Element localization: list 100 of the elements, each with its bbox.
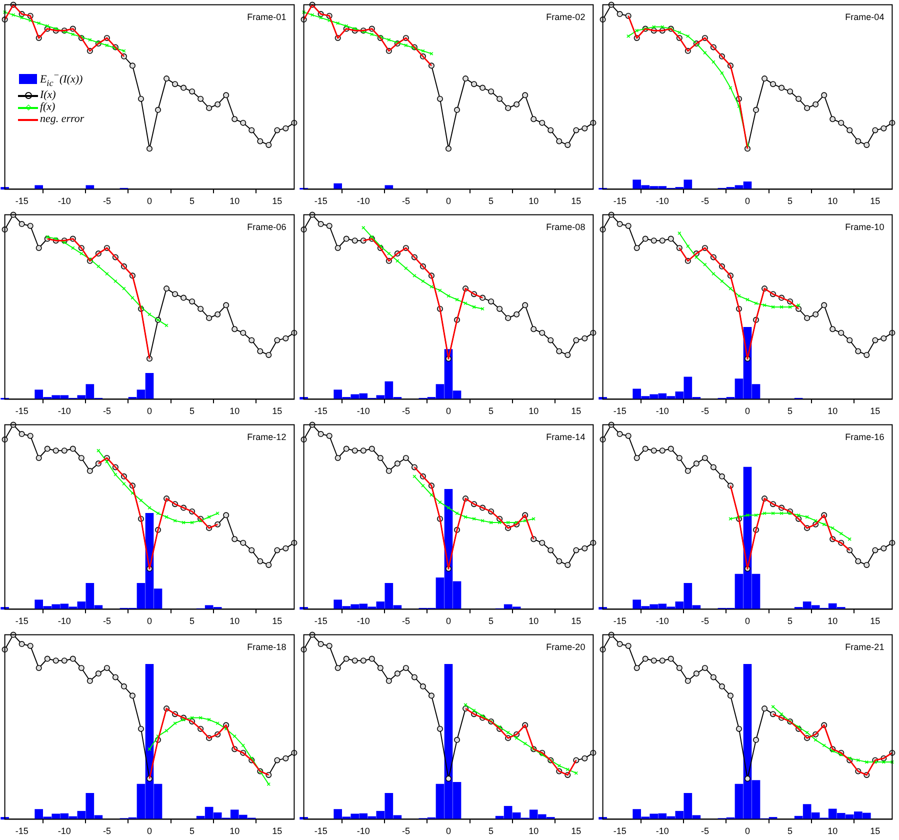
x-tick-label: 15 xyxy=(870,196,880,206)
x-tick-label: -10 xyxy=(58,616,71,626)
x-tick-label: 10 xyxy=(828,616,838,626)
x-tick-label: -10 xyxy=(58,826,71,836)
x-tick-label: -15 xyxy=(314,406,328,416)
x-tick-label: -15 xyxy=(15,826,28,836)
x-tick-label: -5 xyxy=(700,826,709,836)
x-tick-label: 10 xyxy=(230,196,240,206)
legend-label: I(x) xyxy=(40,89,56,102)
x-tick-label: 15 xyxy=(571,826,582,836)
x-tick-label: 0 xyxy=(744,826,750,836)
x-tick-label: -10 xyxy=(356,406,370,416)
text: Frame-01 xyxy=(247,12,286,22)
x-tick-label: 15 xyxy=(571,406,582,416)
x-tick-label: 0 xyxy=(446,826,452,836)
text: Frame-04 xyxy=(845,12,884,22)
x-tick-label: -15 xyxy=(314,616,328,626)
x-tick-label: 0 xyxy=(146,196,152,206)
x-tick-label: -10 xyxy=(656,196,669,206)
x-tick-label: 0 xyxy=(446,616,452,626)
x-tick-label: -15 xyxy=(314,826,328,836)
x-tick-label: 5 xyxy=(788,196,793,206)
x-tick-label: 5 xyxy=(190,196,195,206)
x-tick-label: -10 xyxy=(356,826,370,836)
x-tick-label: 5 xyxy=(788,826,793,836)
x-tick-label: -15 xyxy=(15,196,28,206)
x-tick-label: 15 xyxy=(272,406,282,416)
x-tick-label: 0 xyxy=(146,616,152,626)
x-tick-label: 0 xyxy=(744,616,750,626)
x-tick-label: -10 xyxy=(58,196,71,206)
x-tick-label: 10 xyxy=(230,826,240,836)
x-tick-label: 0 xyxy=(744,196,750,206)
text: Frame-08 xyxy=(546,222,586,232)
x-tick-label: -10 xyxy=(656,826,669,836)
x-tick-label: -5 xyxy=(102,616,111,626)
x-tick-label: 5 xyxy=(488,406,494,416)
text: Frame-16 xyxy=(845,432,884,442)
x-tick-label: -15 xyxy=(613,196,626,206)
x-tick-label: -5 xyxy=(700,196,709,206)
x-tick-label: -5 xyxy=(402,406,410,416)
x-tick-label: 15 xyxy=(870,826,880,836)
x-tick-label: 10 xyxy=(528,616,539,626)
x-tick-label: -5 xyxy=(402,616,410,626)
x-tick-label: -15 xyxy=(613,406,626,416)
x-tick-label: 10 xyxy=(528,196,539,206)
x-tick-label: 15 xyxy=(571,196,582,206)
text: Frame-06 xyxy=(247,222,286,232)
x-tick-label: -15 xyxy=(15,406,28,416)
text: Frame-12 xyxy=(247,432,286,442)
text: Frame-14 xyxy=(546,432,586,442)
x-tick-label: 15 xyxy=(571,616,582,626)
x-tick-label: 10 xyxy=(828,406,838,416)
text: Frame-02 xyxy=(546,12,586,22)
x-tick-label: 10 xyxy=(230,406,240,416)
x-tick-label: -15 xyxy=(314,196,328,206)
x-tick-label: 5 xyxy=(788,616,793,626)
text: Frame-20 xyxy=(546,642,586,652)
legend-label: f(x) xyxy=(40,101,56,114)
x-tick-label: -10 xyxy=(356,616,370,626)
x-tick-label: 10 xyxy=(828,826,838,836)
text: Frame-10 xyxy=(845,222,884,232)
x-tick-label: 0 xyxy=(744,406,750,416)
x-tick-label: 5 xyxy=(190,406,195,416)
x-tick-label: -5 xyxy=(102,406,111,416)
x-tick-label: -10 xyxy=(356,196,370,206)
x-tick-label: 0 xyxy=(446,196,452,206)
text: Frame-18 xyxy=(247,642,286,652)
x-tick-label: -5 xyxy=(700,616,709,626)
x-tick-label: -5 xyxy=(402,196,410,206)
x-tick-label: 5 xyxy=(488,826,494,836)
x-tick-label: 15 xyxy=(870,616,880,626)
x-tick-label: 15 xyxy=(272,616,282,626)
x-tick-label: -5 xyxy=(402,826,410,836)
x-tick-label: 5 xyxy=(488,616,494,626)
x-tick-label: -10 xyxy=(58,406,71,416)
x-tick-label: 15 xyxy=(272,826,282,836)
x-tick-label: -15 xyxy=(15,616,28,626)
x-tick-label: 10 xyxy=(828,196,838,206)
x-tick-label: 5 xyxy=(788,406,793,416)
x-tick-label: 0 xyxy=(146,826,152,836)
x-tick-label: -15 xyxy=(613,616,626,626)
x-tick-label: 5 xyxy=(488,196,494,206)
x-tick-label: 10 xyxy=(230,616,240,626)
x-tick-label: 0 xyxy=(146,406,152,416)
x-tick-label: 10 xyxy=(528,406,539,416)
text: Frame-21 xyxy=(845,642,884,652)
legend-label: E$_{ic}$$^{−}$(I(x)) xyxy=(40,69,83,90)
x-tick-label: 10 xyxy=(528,826,539,836)
x-tick-label: 15 xyxy=(870,406,880,416)
x-tick-label: 5 xyxy=(190,826,195,836)
x-tick-label: 0 xyxy=(446,406,452,416)
legend-label: neg. error xyxy=(40,113,84,126)
x-tick-label: 5 xyxy=(190,616,195,626)
x-tick-label: -15 xyxy=(613,826,626,836)
x-tick-label: 15 xyxy=(272,196,282,206)
x-tick-label: -5 xyxy=(700,406,709,416)
x-tick-label: -10 xyxy=(656,616,669,626)
x-tick-label: -5 xyxy=(102,196,111,206)
x-tick-label: -10 xyxy=(656,406,669,416)
x-tick-label: -5 xyxy=(102,826,111,836)
